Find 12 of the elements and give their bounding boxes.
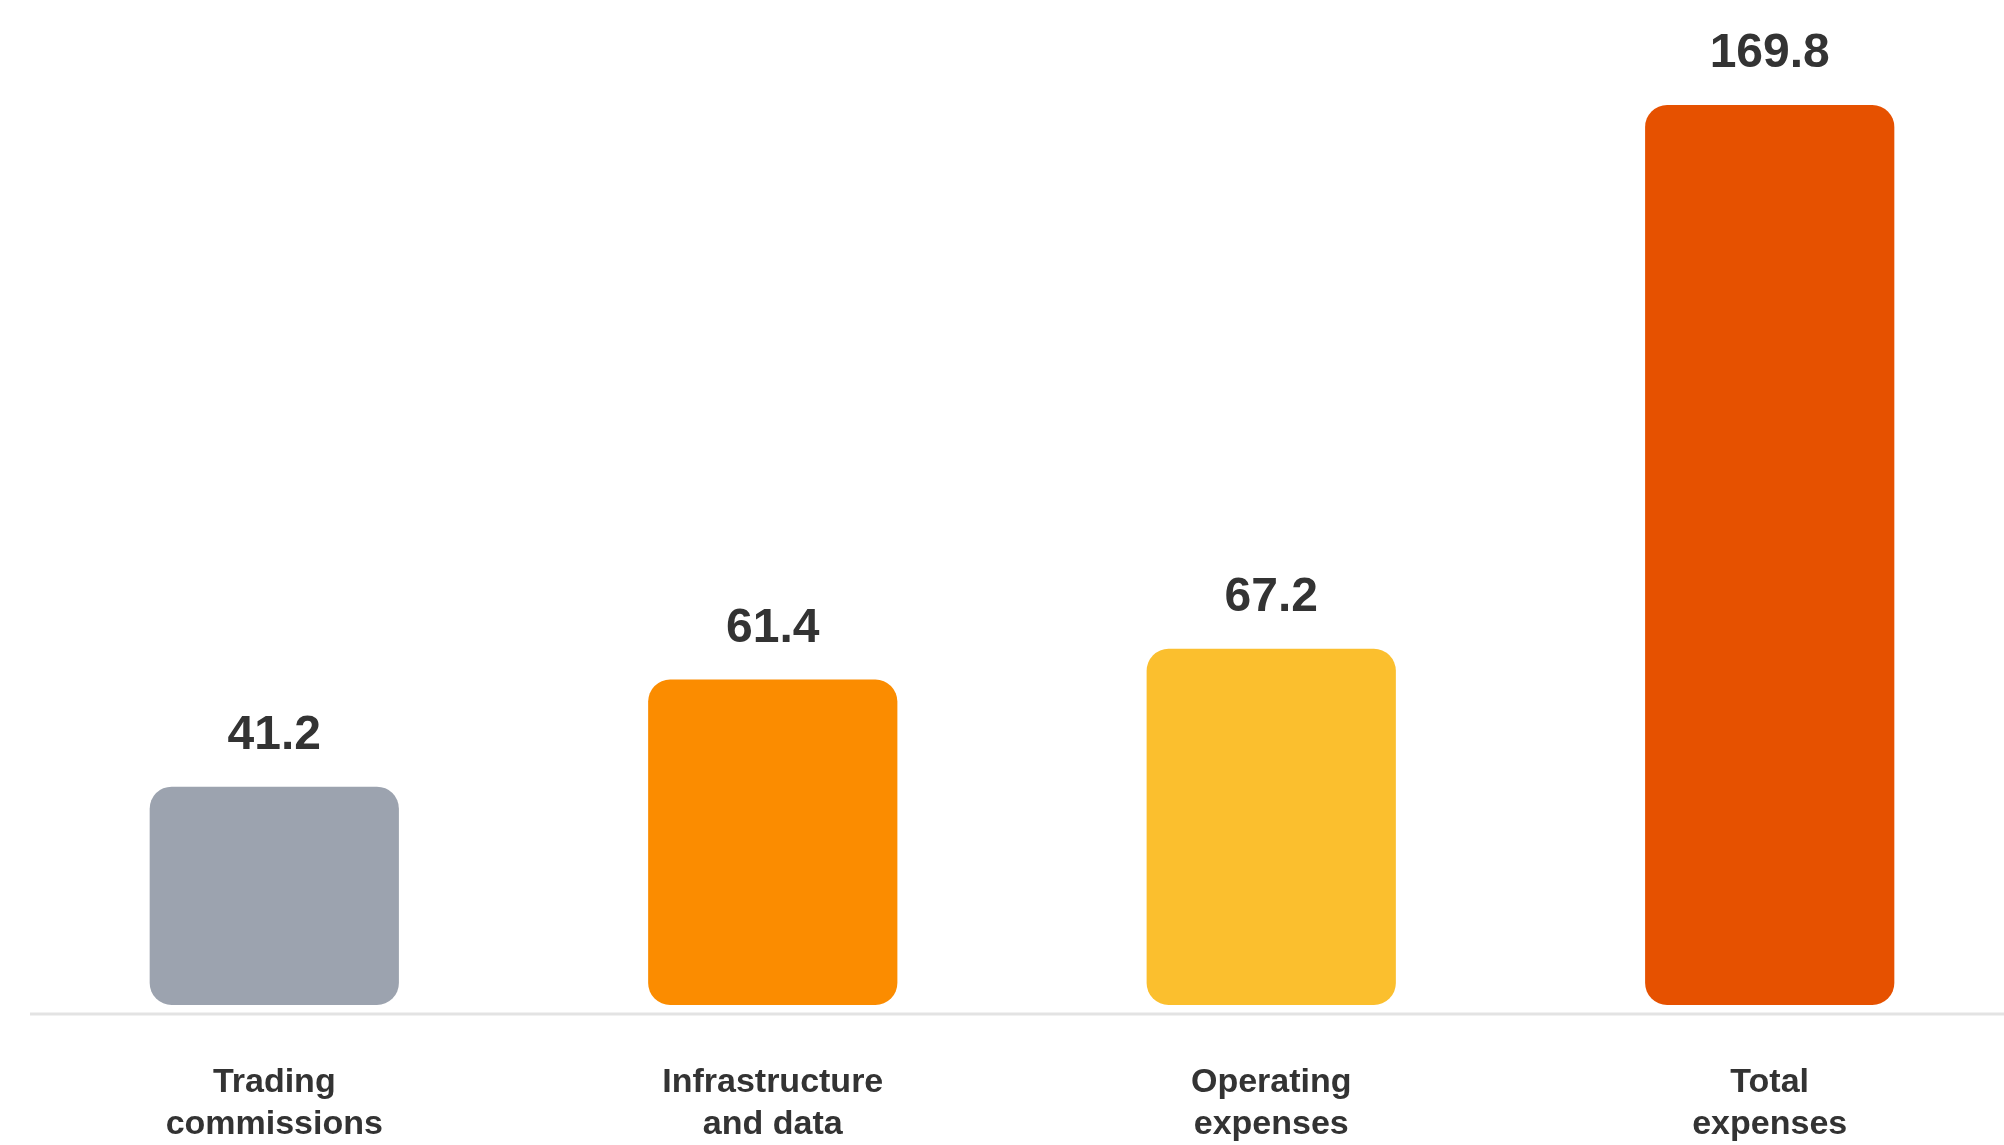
- x-tick-label: Infrastructure and data: [662, 1061, 884, 1141]
- data-label: 169.8: [1709, 24, 1830, 77]
- x-tick-label: Trading commissions: [165, 1061, 383, 1141]
- x-tick-label: Total expenses: [1692, 1061, 1848, 1141]
- bar: [1645, 105, 1895, 1005]
- data-label: 41.2: [227, 705, 321, 759]
- data-label: 61.4: [726, 598, 820, 652]
- bar: [648, 679, 898, 1005]
- data-label: 67.2: [1224, 567, 1318, 621]
- bar: [149, 786, 399, 1005]
- bar: [1146, 648, 1396, 1005]
- x-tick-label: Operating expenses: [1190, 1061, 1352, 1141]
